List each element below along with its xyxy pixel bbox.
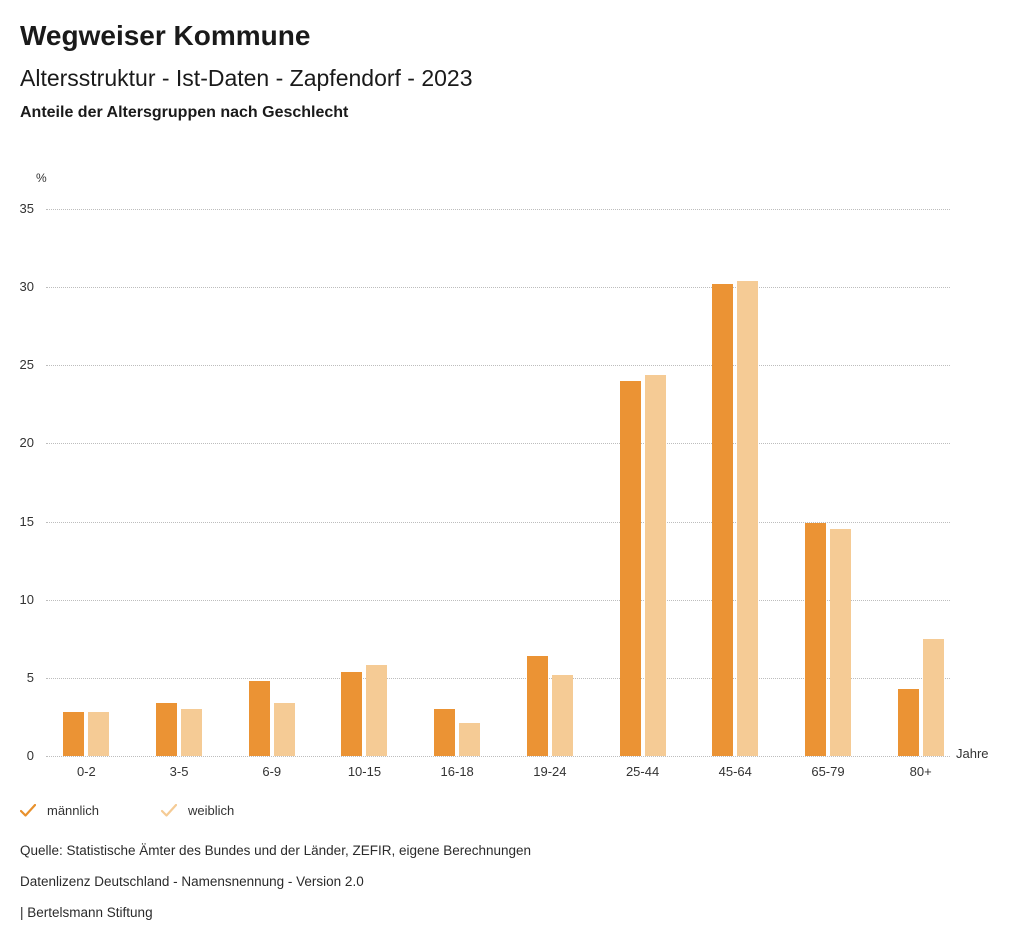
bar-group-25-44 (596, 209, 689, 756)
footer-source: Quelle: Statistische Ämter des Bundes un… (20, 843, 532, 858)
gridline-35 (46, 209, 950, 210)
bar-weiblich-16-18[interactable] (459, 723, 481, 756)
gridline-0 (46, 756, 950, 757)
checkmark-icon (161, 804, 178, 817)
gridline-20 (46, 443, 950, 445)
x-tick-80: 80+ (909, 764, 932, 779)
bar-weiblich-65-79[interactable] (829, 529, 851, 756)
x-tick-25-44: 25-44 (625, 764, 660, 779)
checkmark-icon (20, 804, 36, 817)
legend-item-weiblich[interactable]: weiblich (161, 803, 234, 818)
footer-attribution: | Bertelsmann Stiftung (20, 905, 153, 920)
bar-maennlich-6-9[interactable] (248, 680, 270, 756)
bar-group-45-64 (689, 209, 782, 756)
bar-weiblich-10-15[interactable] (366, 665, 388, 756)
y-tick-10: 10 (19, 591, 34, 607)
bar-maennlich-25-44[interactable] (619, 380, 641, 756)
bar-maennlich-16-18[interactable] (434, 709, 456, 756)
legend-label: männlich (47, 803, 100, 818)
bar-maennlich-45-64[interactable] (712, 284, 734, 756)
x-axis-unit-label: Jahre (956, 746, 989, 761)
bar-weiblich-19-24[interactable] (551, 674, 573, 756)
x-tick-45-64: 45-64 (718, 764, 752, 779)
bar-group-3-5 (133, 209, 226, 756)
bar-group-0-2 (40, 209, 133, 756)
bar-group-10-15 (318, 209, 411, 756)
gridline-25 (46, 365, 950, 367)
y-tick-0: 0 (26, 748, 34, 763)
x-tick-65-79: 65-79 (811, 764, 845, 779)
page-title: Wegweiser Kommune (20, 20, 311, 51)
x-tick-3-5: 3-5 (169, 764, 189, 779)
y-tick-5: 5 (26, 669, 34, 685)
bar-groups (40, 209, 967, 756)
y-tick-15: 15 (19, 513, 34, 529)
gridline-5 (46, 677, 950, 679)
bar-group-16-18 (411, 209, 504, 756)
bar-weiblich-80[interactable] (922, 638, 944, 756)
x-tick-0-2: 0-2 (76, 764, 96, 779)
x-tick-19-24: 19-24 (533, 764, 567, 779)
legend-item-maennlich[interactable]: männlich (20, 803, 99, 818)
x-tick-6-9: 6-9 (262, 764, 282, 779)
chart-caption: Anteile der Altersgruppen nach Geschlech… (20, 104, 349, 121)
gridline-30 (46, 287, 950, 289)
bar-maennlich-0-2[interactable] (63, 712, 85, 756)
legend: männlich weiblich (20, 803, 234, 818)
bar-weiblich-45-64[interactable] (737, 280, 759, 756)
gridline-10 (46, 599, 950, 601)
bar-group-19-24 (504, 209, 597, 756)
bar-group-6-9 (225, 209, 318, 756)
y-tick-25: 25 (19, 357, 34, 373)
x-axis-labels: 0-2 3-5 6-9 10-15 16-18 19-24 25-44 45-64 65-79 8… (40, 764, 967, 779)
bar-maennlich-80[interactable] (897, 688, 919, 756)
bar-weiblich-3-5[interactable] (181, 709, 203, 756)
bar-maennlich-10-15[interactable] (341, 671, 363, 756)
bar-group-65-79 (782, 209, 875, 756)
bar-maennlich-3-5[interactable] (156, 702, 178, 756)
y-axis-unit-label: % (36, 171, 47, 185)
y-tick-20: 20 (19, 435, 34, 451)
bar-weiblich-0-2[interactable] (88, 712, 110, 756)
bar-group-80 (874, 209, 967, 756)
gridline-15 (46, 521, 950, 523)
y-tick-30: 30 (19, 279, 34, 295)
footer-license: Datenlizenz Deutschland - Namensnennung … (20, 874, 364, 889)
bar-maennlich-19-24[interactable] (526, 655, 548, 756)
bar-weiblich-6-9[interactable] (273, 702, 295, 756)
x-tick-16-18: 16-18 (440, 764, 474, 779)
x-tick-10-15: 10-15 (347, 764, 382, 779)
bar-maennlich-65-79[interactable] (804, 523, 826, 756)
y-tick-35: 35 (19, 201, 34, 216)
plot-area (46, 209, 950, 757)
bar-weiblich-25-44[interactable] (644, 374, 666, 756)
chart-subtitle: Altersstruktur - Ist-Daten - Zapfendorf … (20, 65, 473, 91)
legend-label: weiblich (188, 803, 235, 818)
